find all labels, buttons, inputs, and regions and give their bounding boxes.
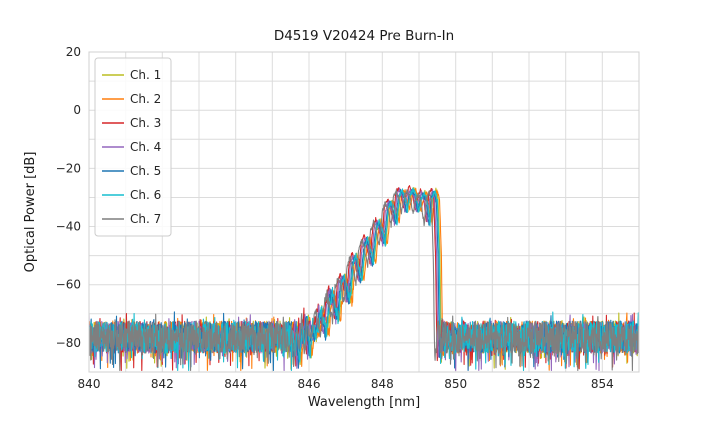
x-tick-label: 842 <box>151 377 174 391</box>
y-tick-label: −20 <box>56 161 81 175</box>
y-tick-labels: 20 0 −20 −40 −60 −80 <box>56 45 81 350</box>
series-lines <box>89 185 639 372</box>
legend: Ch. 1 Ch. 2 Ch. 3 Ch. 4 Ch. 5 Ch. 6 Ch. 7 <box>94 57 172 237</box>
x-tick-label: 850 <box>444 377 467 391</box>
legend-label: Ch. 5 <box>130 164 161 178</box>
grid <box>88 51 640 373</box>
x-tick-label: 848 <box>371 377 394 391</box>
chart-title: D4519 V20424 Pre Burn-In <box>274 28 454 44</box>
legend-entry: Ch. 5 <box>102 164 161 178</box>
legend-label: Ch. 3 <box>130 116 161 130</box>
y-axis-label: Optical Power [dB] <box>23 152 38 273</box>
legend-label: Ch. 6 <box>130 188 161 202</box>
x-tick-label: 844 <box>224 377 247 391</box>
x-tick-label: 840 <box>78 377 101 391</box>
legend-entry: Ch. 6 <box>102 188 161 202</box>
legend-box <box>94 57 172 237</box>
legend-label: Ch. 2 <box>130 92 161 106</box>
y-tick-label: 0 <box>73 103 81 117</box>
x-tick-label: 846 <box>298 377 321 391</box>
legend-entry: Ch. 7 <box>102 212 161 226</box>
y-tick-label: −80 <box>56 336 81 350</box>
plot-border <box>88 51 640 373</box>
legend-entry: Ch. 3 <box>102 116 161 130</box>
legend-label: Ch. 1 <box>130 68 161 82</box>
x-tick-label: 852 <box>518 377 541 391</box>
legend-label: Ch. 7 <box>130 212 161 226</box>
y-tick-label: −60 <box>56 278 81 292</box>
y-tick-label: 20 <box>66 45 81 59</box>
legend-entry: Ch. 4 <box>102 140 161 154</box>
x-axis-label: Wavelength [nm] <box>308 395 420 410</box>
y-tick-label: −40 <box>56 220 81 234</box>
x-tick-label: 854 <box>591 377 614 391</box>
x-tick-labels: 840 842 844 846 848 850 852 854 <box>78 377 614 391</box>
series-line-ch-7 <box>89 189 639 372</box>
legend-entry: Ch. 1 <box>102 68 161 82</box>
legend-entry: Ch. 2 <box>102 92 161 106</box>
legend-label: Ch. 4 <box>130 140 161 154</box>
